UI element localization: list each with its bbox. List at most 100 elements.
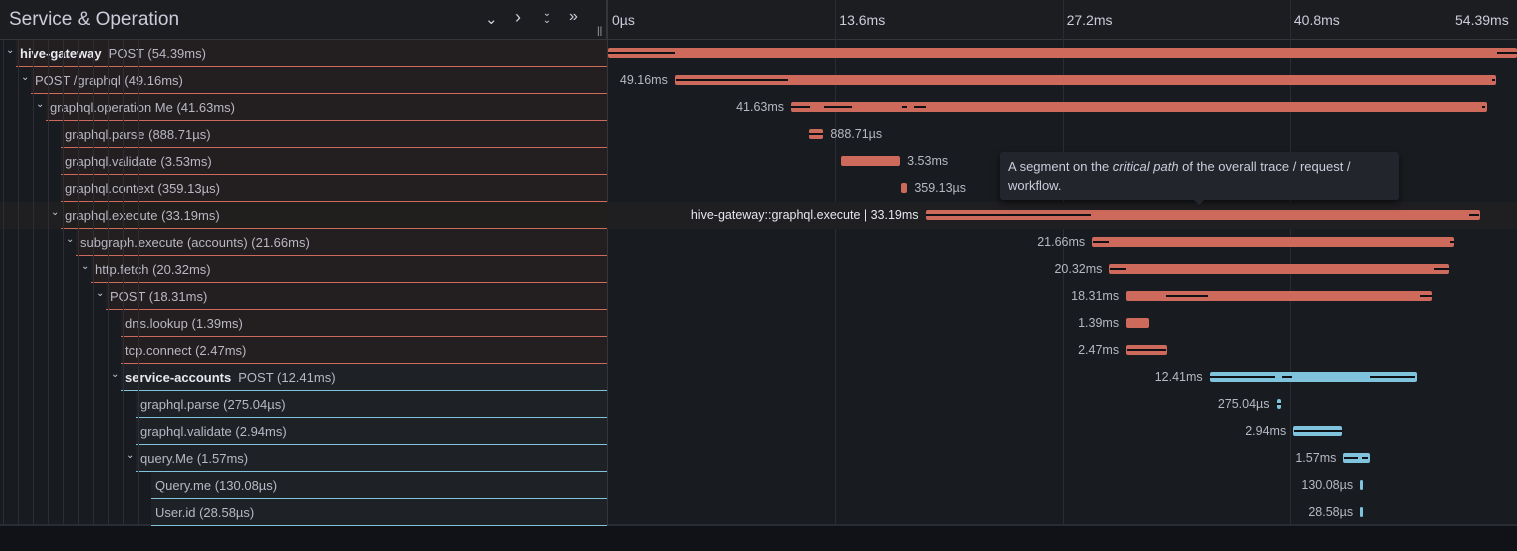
column-resizer[interactable]: || bbox=[597, 26, 603, 37]
span-bar[interactable] bbox=[925, 210, 1481, 220]
chevron-down-icon[interactable]: ⌄ bbox=[6, 45, 15, 56]
span-bar[interactable] bbox=[808, 129, 824, 139]
span-row[interactable]: graphql.validate (2.94ms) 2.94ms bbox=[0, 418, 1517, 445]
critical-path-segment[interactable] bbox=[675, 79, 789, 81]
span-name-cell[interactable]: hive-gateway POST (54.39ms) bbox=[16, 40, 607, 67]
collapse-one-icon[interactable]: ⌄ bbox=[485, 11, 498, 28]
span-row[interactable]: graphql.execute (33.19ms) ⌄ hive-gateway::… bbox=[0, 202, 1517, 229]
span-row[interactable]: tcp.connect (2.47ms) 2.47ms bbox=[0, 337, 1517, 364]
critical-path-segment[interactable] bbox=[1433, 268, 1449, 270]
span-name-cell[interactable]: query.Me (1.57ms) bbox=[136, 445, 607, 472]
critical-path-segment[interactable] bbox=[1281, 376, 1292, 378]
critical-path-segment[interactable] bbox=[608, 52, 675, 54]
critical-path-segment[interactable] bbox=[1210, 376, 1275, 378]
span-name-cell[interactable]: graphql.validate (3.53ms) bbox=[61, 148, 607, 175]
span-bar[interactable] bbox=[1126, 345, 1168, 355]
span-name-cell[interactable]: graphql.context (359.13µs) bbox=[61, 175, 607, 202]
panel-divider[interactable] bbox=[607, 0, 608, 526]
span-name-cell[interactable]: User.id (28.58µs) bbox=[151, 499, 607, 526]
span-bar[interactable] bbox=[1293, 426, 1343, 436]
critical-path-segment[interactable] bbox=[1092, 241, 1110, 243]
span-name-cell[interactable]: graphql.execute (33.19ms) bbox=[61, 202, 607, 229]
critical-path-segment[interactable] bbox=[1126, 349, 1167, 351]
span-bar[interactable] bbox=[1092, 237, 1455, 247]
chevron-down-icon[interactable]: ⌄ bbox=[111, 369, 120, 380]
critical-path-segment[interactable] bbox=[902, 106, 908, 108]
expand-one-icon[interactable]: › bbox=[515, 7, 521, 27]
span-bar[interactable] bbox=[1126, 318, 1150, 328]
chevron-down-icon[interactable]: ⌄ bbox=[96, 288, 105, 299]
span-name-cell[interactable]: subgraph.execute (accounts) (21.66ms) bbox=[76, 229, 607, 256]
span-row[interactable]: POST (18.31ms) ⌄ 18.31ms bbox=[0, 283, 1517, 310]
span-row[interactable]: http.fetch (20.32ms) ⌄ 20.32ms bbox=[0, 256, 1517, 283]
critical-path-segment[interactable] bbox=[823, 106, 852, 108]
span-name-cell[interactable]: POST /graphql (49.16ms) bbox=[31, 67, 607, 94]
span-name-cell[interactable]: service-accounts POST (12.41ms) bbox=[121, 364, 607, 391]
span-row[interactable]: hive-gateway POST (54.39ms) ⌄ bbox=[0, 40, 1517, 67]
critical-path-segment[interactable] bbox=[1370, 376, 1416, 378]
span-row[interactable]: graphql.parse (275.04µs) 275.04µs bbox=[0, 391, 1517, 418]
span-name-cell[interactable]: graphql.operation Me (41.63ms) bbox=[46, 94, 607, 121]
span-bar[interactable] bbox=[791, 102, 1487, 112]
span-name-cell[interactable]: Query.me (130.08µs) bbox=[151, 472, 607, 499]
critical-path-segment[interactable] bbox=[1277, 403, 1281, 405]
critical-path-segment[interactable] bbox=[808, 133, 824, 135]
expand-all-icon[interactable]: » bbox=[569, 8, 578, 25]
span-bar[interactable] bbox=[1276, 399, 1282, 409]
span-bar[interactable] bbox=[674, 75, 1497, 85]
span-bar[interactable] bbox=[1109, 264, 1449, 274]
operation-name: Query.me (130.08µs) bbox=[155, 478, 278, 493]
span-row[interactable]: graphql.parse (888.71µs) 888.71µs bbox=[0, 121, 1517, 148]
critical-path-segment[interactable] bbox=[1344, 457, 1359, 459]
span-duration-label: 12.41ms bbox=[1154, 370, 1203, 384]
span-bar[interactable] bbox=[608, 48, 1517, 58]
span-name-cell[interactable]: dns.lookup (1.39ms) bbox=[121, 310, 607, 337]
chevron-down-icon[interactable]: ⌄ bbox=[81, 261, 90, 272]
chevron-down-icon[interactable]: ⌄ bbox=[36, 99, 45, 110]
critical-path-segment[interactable] bbox=[1450, 241, 1454, 243]
chevron-down-icon[interactable]: ⌄ bbox=[51, 207, 60, 218]
span-label: tcp.connect (2.47ms) bbox=[125, 343, 246, 358]
critical-path-segment[interactable] bbox=[1492, 79, 1496, 81]
span-name-cell[interactable]: graphql.parse (275.04µs) bbox=[136, 391, 607, 418]
critical-path-segment[interactable] bbox=[791, 106, 811, 108]
span-bar[interactable] bbox=[1360, 507, 1364, 517]
collapse-all-icon[interactable]: ⌄ ⌄ bbox=[542, 8, 552, 26]
critical-path-segment[interactable] bbox=[1110, 268, 1127, 270]
critical-path-segment[interactable] bbox=[1482, 106, 1486, 108]
critical-path-segment[interactable] bbox=[1468, 214, 1479, 216]
span-row[interactable]: POST /graphql (49.16ms) ⌄ 49.16ms bbox=[0, 67, 1517, 94]
critical-path-segment[interactable] bbox=[1497, 52, 1517, 54]
operation-name: http.fetch (20.32ms) bbox=[95, 262, 211, 277]
critical-path-segment[interactable] bbox=[1420, 295, 1432, 297]
span-row[interactable]: dns.lookup (1.39ms) 1.39ms bbox=[0, 310, 1517, 337]
critical-path-segment[interactable] bbox=[913, 106, 926, 108]
critical-path-segment[interactable] bbox=[1166, 295, 1208, 297]
critical-path-segment[interactable] bbox=[1361, 457, 1369, 459]
span-name-cell[interactable]: POST (18.31ms) bbox=[106, 283, 607, 310]
chevron-down-icon[interactable]: ⌄ bbox=[66, 234, 75, 245]
span-row[interactable]: subgraph.execute (accounts) (21.66ms) ⌄ 21… bbox=[0, 229, 1517, 256]
span-label: query.Me (1.57ms) bbox=[140, 451, 248, 466]
span-row[interactable]: graphql.context (359.13µs) 359.13µs bbox=[0, 175, 1517, 202]
critical-path-segment[interactable] bbox=[926, 214, 1091, 216]
span-name-cell[interactable]: graphql.validate (2.94ms) bbox=[136, 418, 607, 445]
span-bar[interactable] bbox=[1209, 372, 1418, 382]
span-bar[interactable] bbox=[901, 183, 908, 193]
span-name-cell[interactable]: graphql.parse (888.71µs) bbox=[61, 121, 607, 148]
span-bar[interactable] bbox=[1360, 480, 1364, 490]
span-bar[interactable] bbox=[1126, 291, 1433, 301]
span-name-cell[interactable]: http.fetch (20.32ms) bbox=[91, 256, 607, 283]
span-row[interactable]: service-accounts POST (12.41ms) ⌄ 12.41ms bbox=[0, 364, 1517, 391]
span-row[interactable]: graphql.operation Me (41.63ms) ⌄ 41.63ms bbox=[0, 94, 1517, 121]
span-bar[interactable] bbox=[1343, 453, 1370, 463]
span-row[interactable]: query.Me (1.57ms) ⌄ 1.57ms bbox=[0, 445, 1517, 472]
critical-path-segment[interactable] bbox=[1294, 430, 1342, 432]
span-row[interactable]: User.id (28.58µs) 28.58µs bbox=[0, 499, 1517, 526]
span-duration-label: 49.16ms bbox=[619, 73, 668, 87]
chevron-down-icon[interactable]: ⌄ bbox=[21, 72, 30, 83]
span-row[interactable]: Query.me (130.08µs) 130.08µs bbox=[0, 472, 1517, 499]
chevron-down-icon[interactable]: ⌄ bbox=[126, 450, 135, 461]
span-bar[interactable] bbox=[841, 156, 901, 166]
span-name-cell[interactable]: tcp.connect (2.47ms) bbox=[121, 337, 607, 364]
